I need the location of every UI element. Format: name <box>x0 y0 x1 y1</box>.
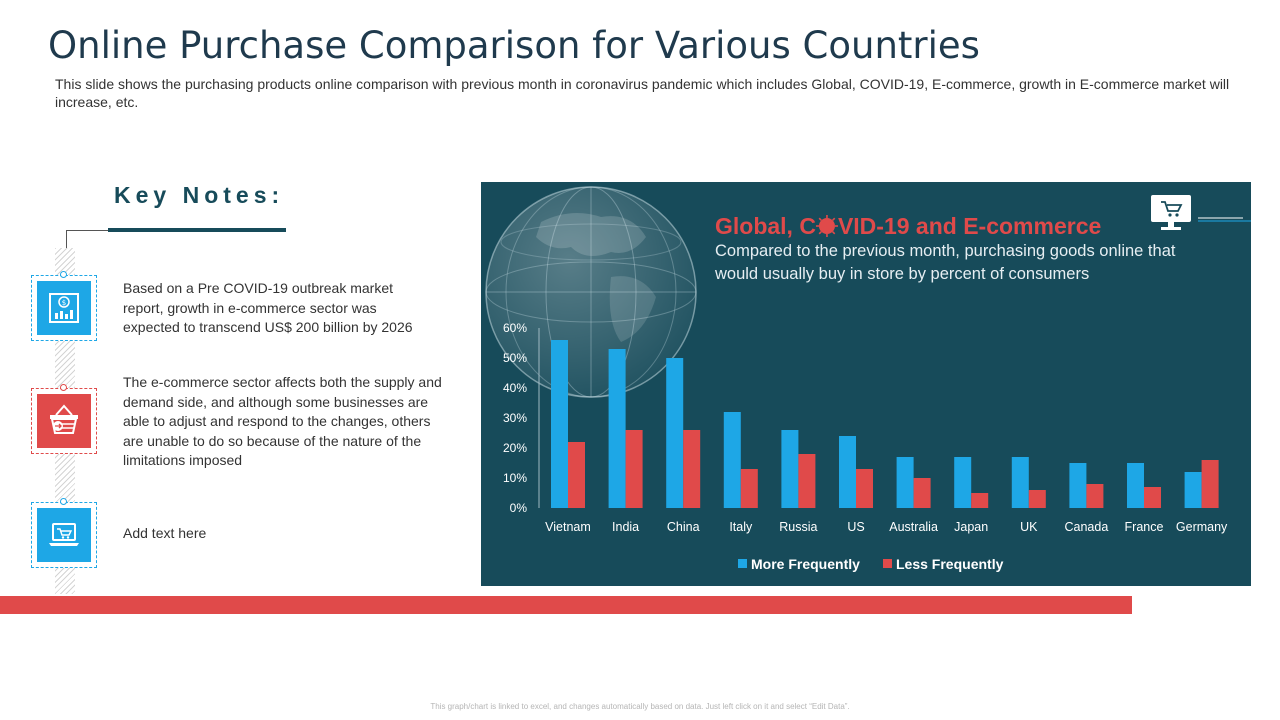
connector-dot <box>60 384 67 391</box>
bar-less-frequently <box>971 493 989 508</box>
laptop-cart-icon <box>37 508 91 562</box>
bar-more-frequently <box>1127 463 1144 508</box>
x-tick-label: Germany <box>1176 520 1228 534</box>
bar-more-frequently <box>781 430 799 508</box>
x-tick-label: Australia <box>889 520 938 534</box>
legend-swatch <box>738 559 747 568</box>
connector-line <box>66 230 67 248</box>
connector-dot <box>60 271 67 278</box>
x-tick-label: India <box>612 520 639 534</box>
note-text: Based on a Pre COVID-19 outbreak market … <box>123 280 413 335</box>
y-tick-label: 40% <box>503 381 527 395</box>
x-tick-label: US <box>847 520 864 534</box>
panel-description: Compared to the previous month, purchasi… <box>715 242 1176 260</box>
x-tick-label: China <box>667 520 700 534</box>
y-tick-label: 0% <box>510 501 528 515</box>
y-tick-label: 10% <box>503 471 527 485</box>
bar-more-frequently <box>954 457 972 508</box>
x-tick-label: Italy <box>729 520 753 534</box>
x-tick-label: Japan <box>954 520 988 534</box>
bar-chart: Global, C VID-19 and E-commerce Compared … <box>485 186 1251 572</box>
key-notes-underline <box>108 228 286 232</box>
bar-less-frequently <box>1028 490 1046 508</box>
x-tick-label: Canada <box>1065 520 1109 534</box>
note-icon-box <box>31 384 97 454</box>
legend-label: Less Frequently <box>896 556 1004 572</box>
y-tick-label: 60% <box>503 321 527 335</box>
bar-more-frequently <box>608 349 626 508</box>
bar-more-frequently <box>666 358 684 508</box>
chart-panel: Global, C VID-19 and E-commerce Compared … <box>481 182 1251 586</box>
money-chart-icon: $ <box>37 281 91 335</box>
bar-more-frequently <box>1069 463 1087 508</box>
shopping-basket-icon <box>37 394 91 448</box>
bar-less-frequently <box>856 469 873 508</box>
footer-note: This graph/chart is linked to excel, and… <box>430 702 850 711</box>
x-tick-label: Vietnam <box>545 520 591 534</box>
note-icon-box: $ <box>31 271 97 341</box>
connector-line <box>66 230 108 231</box>
bar-more-frequently <box>1011 457 1029 508</box>
y-tick-label: 50% <box>503 351 527 365</box>
bar-less-frequently <box>568 442 585 508</box>
bar-less-frequently <box>740 469 758 508</box>
accent-bar <box>0 596 1132 614</box>
bar-less-frequently <box>1201 460 1219 508</box>
note-text: Add text here <box>123 525 207 541</box>
computer-cart-icon <box>1151 195 1251 230</box>
bar-more-frequently <box>723 412 741 508</box>
key-notes-heading: Key Notes: <box>114 182 285 208</box>
svg-text:$: $ <box>62 299 66 307</box>
panel-heading: Global, C VID-19 and E-commerce <box>715 213 1101 239</box>
bar-less-frequently <box>913 478 931 508</box>
bar-less-frequently <box>625 430 643 508</box>
y-tick-label: 30% <box>503 411 527 425</box>
note-text: The e-commerce sector affects both the s… <box>123 374 442 468</box>
bar-more-frequently <box>551 340 568 508</box>
bar-more-frequently <box>896 457 914 508</box>
globe-icon <box>485 186 697 398</box>
x-tick-label: Russia <box>779 520 817 534</box>
x-tick-label: France <box>1125 520 1164 534</box>
note-icon-box <box>31 498 97 568</box>
y-tick-label: 20% <box>503 441 527 455</box>
legend-label: More Frequently <box>751 556 860 572</box>
bar-less-frequently <box>798 454 816 508</box>
virus-icon <box>815 215 838 237</box>
bar-less-frequently <box>683 430 701 508</box>
bar-less-frequently <box>1086 484 1104 508</box>
panel-description: would usually buy in store by percent of… <box>714 265 1089 283</box>
page-subtitle: This slide shows the purchasing products… <box>55 76 1230 110</box>
bar-more-frequently <box>839 436 856 508</box>
bar-more-frequently <box>1184 472 1202 508</box>
legend-swatch <box>883 559 892 568</box>
bar-less-frequently <box>1144 487 1161 508</box>
page-title: Online Purchase Comparison for Various C… <box>48 24 980 67</box>
connector-dot <box>60 498 67 505</box>
x-tick-label: UK <box>1020 520 1038 534</box>
